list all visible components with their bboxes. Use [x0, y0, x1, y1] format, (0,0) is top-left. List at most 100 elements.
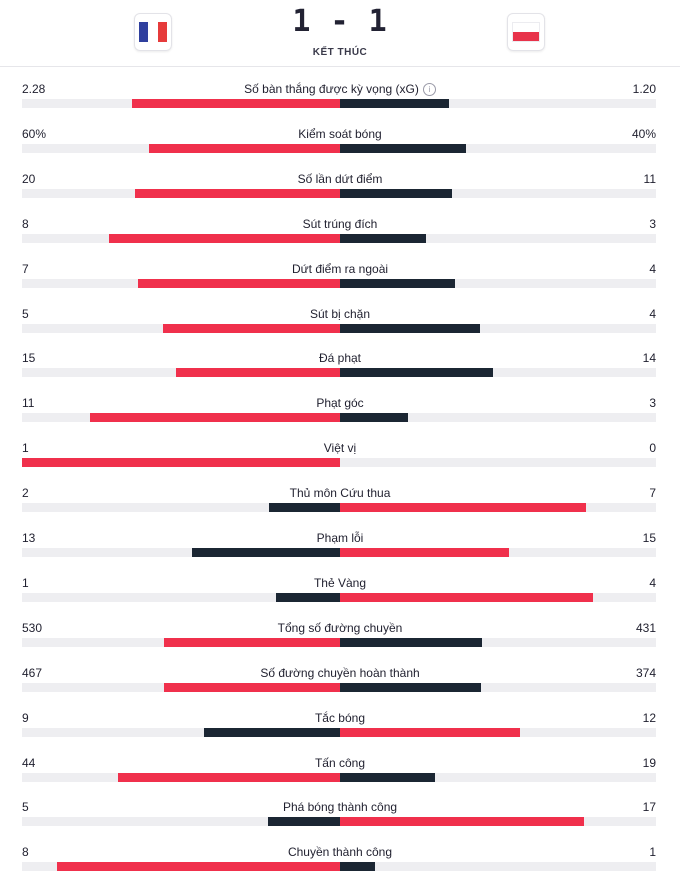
stat-row: 530 Tổng số đường chuyền 431	[0, 605, 680, 650]
stat-label: Sút bị chặn	[0, 307, 680, 321]
away-bar-track	[340, 323, 656, 333]
home-bar	[134, 188, 340, 198]
stat-label-text: Tấn công	[314, 755, 366, 770]
away-value: 19	[642, 755, 656, 770]
stat-row: 11 Phạt góc 3	[0, 380, 680, 425]
away-bar-track	[340, 503, 656, 513]
away-value: 3	[649, 396, 656, 411]
home-value: 2.28	[22, 82, 46, 96]
home-bar-track	[22, 368, 340, 378]
stat-row: 467 Số đường chuyền hoàn thành 374	[0, 650, 680, 695]
home-bar	[163, 323, 340, 333]
stat-label: Kiểm soát bóng	[0, 127, 680, 141]
away-value: 15	[642, 531, 656, 545]
home-value: 9	[22, 710, 29, 725]
stat-row: 15 Đá phạt 14	[0, 335, 680, 380]
home-value: 15	[22, 351, 36, 366]
home-value: 8	[22, 216, 29, 231]
away-bar-track	[340, 817, 656, 827]
stat-row: 20 Số lần dứt điểm 11	[0, 156, 680, 201]
away-bar-track	[340, 772, 656, 782]
away-value: 431	[635, 620, 656, 635]
stat-label-text: Kiểm soát bóng	[298, 126, 382, 141]
home-bar-track	[22, 817, 340, 827]
away-bar-track	[340, 368, 656, 378]
stat-row: 13 Phạm lỗi 15	[0, 515, 680, 560]
home-bar-track	[22, 233, 340, 243]
away-bar-track	[340, 188, 656, 198]
away-bar	[340, 413, 408, 423]
home-value: 20	[22, 171, 36, 186]
stat-row: 7 Dứt điểm ra ngoài 4	[0, 246, 680, 291]
stat-label-text: Phạm lỗi	[316, 531, 364, 545]
home-value: 8	[22, 845, 29, 860]
home-bar-track	[22, 548, 340, 557]
home-bar-track	[22, 143, 340, 153]
home-value: 2	[22, 486, 29, 501]
home-bar-track	[22, 458, 340, 468]
match-score: 1 - 1	[292, 4, 388, 39]
away-value: 0	[649, 441, 656, 456]
stat-label-text: Chuyền thành công	[287, 845, 393, 860]
home-bar	[203, 727, 340, 737]
info-icon[interactable]: i	[422, 83, 436, 96]
home-bar-track	[22, 413, 340, 423]
away-bar-track	[340, 727, 656, 737]
stat-row: 2 Thủ môn Cứu thua 7	[0, 470, 680, 515]
home-bar	[149, 143, 340, 153]
home-bar-track	[22, 772, 340, 782]
stat-label-text: Số đường chuyền hoàn thành	[260, 665, 420, 680]
stat-label: Sút trúng đích	[0, 217, 680, 231]
stat-label-text: Tổng số đường chuyền	[277, 620, 403, 635]
away-bar-track	[340, 99, 656, 108]
stat-label-text: Phạt góc	[316, 396, 364, 411]
away-value: 4	[649, 575, 656, 590]
away-bar	[340, 323, 481, 333]
stat-label: Việt vị	[0, 441, 680, 455]
home-bar	[269, 503, 340, 513]
stat-label: Phá bóng thành công	[0, 800, 680, 814]
away-value: 374	[635, 665, 656, 680]
poland-flag-icon[interactable]	[507, 13, 545, 51]
stat-row: 2.28 Số bàn thắng được kỳ vọng (xG) i 1.20	[0, 66, 680, 111]
away-bar	[340, 772, 436, 782]
stat-label-text: Đá phạt	[318, 351, 362, 366]
home-bar	[175, 368, 340, 378]
home-bar	[22, 458, 340, 468]
away-bar	[340, 637, 482, 647]
away-value: 12	[642, 710, 656, 725]
stat-row: 60% Kiểm soát bóng 40%	[0, 111, 680, 156]
home-value: 13	[22, 531, 36, 545]
away-bar	[340, 278, 456, 288]
stat-label-text: Thủ môn Cứu thua	[289, 486, 391, 501]
stat-label: Số đường chuyền hoàn thành	[0, 666, 680, 680]
france-flag-icon[interactable]	[134, 13, 172, 51]
match-header: 1 - 1 KẾT THÚC	[0, 0, 680, 67]
stat-label-text: Sút bị chặn	[309, 306, 371, 321]
stat-row: 5 Sút bị chặn 4	[0, 291, 680, 336]
away-bar	[340, 503, 586, 513]
stat-label: Dứt điểm ra ngoài	[0, 262, 680, 276]
stat-row: 9 Tắc bóng 12	[0, 695, 680, 740]
home-bar	[276, 592, 340, 602]
away-bar	[340, 817, 585, 827]
home-bar	[118, 772, 340, 782]
home-bar	[163, 682, 340, 692]
home-bar	[131, 99, 340, 108]
stat-row: 5 Phá bóng thành công 17	[0, 784, 680, 829]
home-bar-track	[22, 727, 340, 737]
away-value: 17	[642, 800, 656, 815]
away-value: 4	[649, 261, 656, 276]
away-bar-track	[340, 592, 656, 602]
home-value: 530	[22, 620, 43, 635]
home-value: 60%	[22, 126, 47, 141]
home-bar-track	[22, 637, 340, 647]
away-bar-track	[340, 233, 656, 243]
away-bar	[340, 233, 427, 243]
home-bar	[137, 278, 340, 288]
home-bar	[108, 233, 340, 243]
away-bar	[340, 548, 510, 557]
away-bar	[340, 727, 521, 737]
stat-label: Thẻ Vàng	[0, 576, 680, 590]
stat-label-text: Số bàn thắng được kỳ vọng (xG)	[244, 82, 419, 96]
